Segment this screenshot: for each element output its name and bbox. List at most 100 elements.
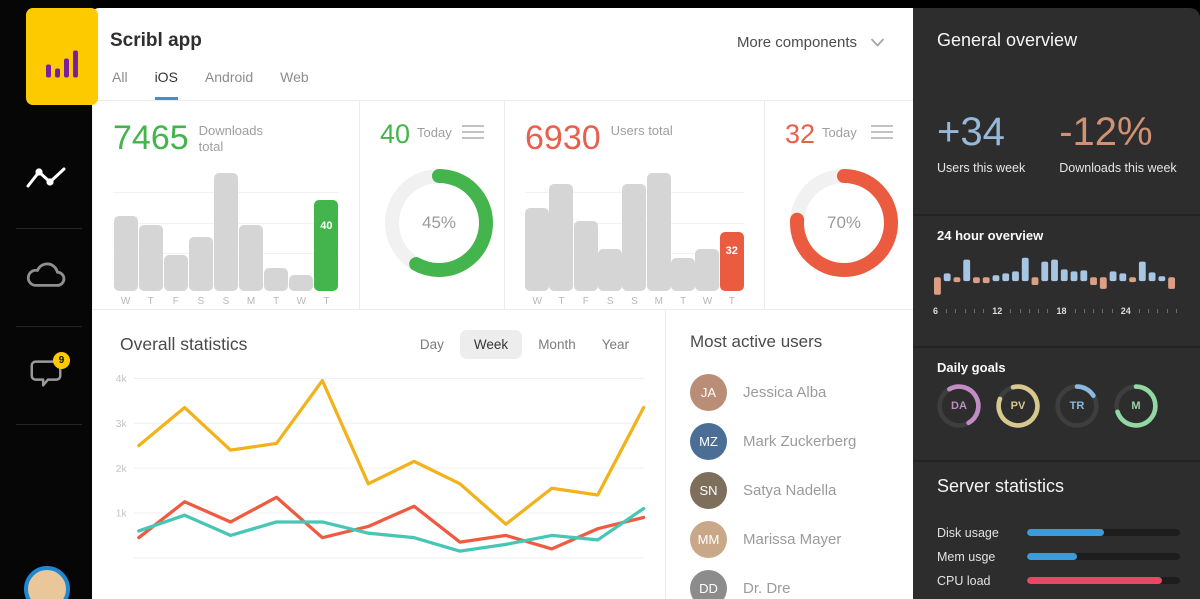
- panel-divider: [913, 214, 1200, 216]
- user-name: Marissa Mayer: [743, 531, 842, 548]
- list-item-user[interactable]: DD Dr. Dre: [690, 570, 889, 599]
- daily-goal-tr: TR: [1053, 382, 1101, 430]
- server-statistics-title: Server statistics: [937, 476, 1065, 496]
- users-progress-percent: 70%: [826, 213, 862, 232]
- general-overview-panel: General overview +34 Users this week -12…: [913, 8, 1200, 599]
- more-components-label: More components: [736, 34, 857, 51]
- general-overview-title: General overview: [937, 30, 1078, 50]
- avatar: MM: [690, 521, 727, 558]
- avatar: SN: [690, 472, 727, 509]
- bar-W: W: [113, 173, 138, 307]
- bar-T: T: [549, 173, 574, 307]
- avatar: DD: [690, 570, 727, 599]
- users-bar-chart: W T F S S M T W 32 T: [525, 173, 744, 307]
- hour-overview-chart: 6 12 18 24: [933, 246, 1177, 317]
- daily-goal-pv: PV: [994, 382, 1042, 430]
- sidebar-nav: 9: [0, 130, 92, 425]
- downloads-progress-donut: 45%: [380, 164, 498, 282]
- bar-S: S: [598, 173, 623, 307]
- tab-all[interactable]: All: [112, 69, 128, 85]
- panel-divider: [913, 346, 1200, 348]
- weekly-stats: +34 Users this week -12% Downloads this …: [937, 110, 1184, 175]
- users-progress-donut: 70%: [785, 164, 903, 282]
- bottom-row: Overall statistics Day Week Month Year 4…: [92, 310, 913, 599]
- overall-statistics-title: Overall statistics: [120, 334, 248, 354]
- overall-statistics-card: Overall statistics Day Week Month Year 4…: [92, 310, 665, 599]
- daily-goals-title: Daily goals: [937, 360, 1006, 375]
- panel-divider: [913, 460, 1200, 462]
- downloads-today-value: 40: [380, 119, 411, 149]
- downloads-total-value: 7465: [113, 119, 189, 157]
- activity-chart-icon: [26, 163, 66, 196]
- tab-android[interactable]: Android: [204, 69, 254, 85]
- range-tab-month[interactable]: Month: [538, 337, 576, 352]
- downloads-this-week: -12% Downloads this week: [1059, 110, 1176, 175]
- page-title: Scribl app: [110, 30, 202, 51]
- users-card: 6930 Users total W T F S S M T W 32 T: [505, 101, 765, 309]
- avatar: JA: [690, 374, 727, 411]
- hamburger-menu-icon[interactable]: [462, 125, 484, 143]
- hamburger-menu-icon[interactable]: [871, 125, 893, 143]
- daily-goal-da: DA: [935, 382, 983, 430]
- range-tab-year[interactable]: Year: [601, 337, 629, 352]
- sidebar-item-messages[interactable]: 9: [0, 326, 92, 424]
- users-today-card: 32 Today 70%: [765, 101, 913, 309]
- users-week-value: +34: [937, 110, 1005, 154]
- bar-chart-logo-icon: [46, 50, 78, 77]
- range-tab-week[interactable]: Week: [459, 330, 523, 359]
- user-name: Dr. Dre: [743, 580, 791, 597]
- downloads-progress-percent: 45%: [421, 213, 457, 232]
- chevron-down-icon: [870, 38, 885, 47]
- list-item-user[interactable]: MZ Mark Zuckerberg: [690, 423, 889, 460]
- cloud-icon: [23, 258, 69, 297]
- list-item-user[interactable]: JA Jessica Alba: [690, 374, 889, 411]
- message-count-badge: 9: [53, 352, 70, 369]
- svg-text:4k: 4k: [116, 374, 128, 385]
- bar-T: 40 T: [314, 173, 339, 307]
- downloads-today-card: 40 Today 45%: [360, 101, 505, 309]
- downloads-week-value: -12%: [1059, 110, 1153, 154]
- bar-F: F: [163, 173, 188, 307]
- platform-tabs: All iOS Android Web: [112, 69, 336, 100]
- bar-W: W: [525, 173, 550, 307]
- sidebar-divider: [16, 228, 82, 229]
- users-week-label: Users this week: [937, 161, 1026, 175]
- server-stat-cpu-load: CPU load: [937, 574, 1180, 588]
- app-logo[interactable]: [26, 8, 98, 105]
- more-components-dropdown[interactable]: More components: [737, 34, 885, 51]
- downloads-bar-chart: W T F S S M T W 40 T: [113, 173, 339, 307]
- sidebar-item-cloud[interactable]: [0, 228, 92, 326]
- users-today-value: 32: [785, 119, 816, 149]
- svg-text:1k: 1k: [116, 509, 128, 520]
- bar-T: T: [138, 173, 163, 307]
- main-content: Scribl app More components All iOS Andro…: [92, 8, 913, 599]
- user-list: JA Jessica Alba MZ Mark Zuckerberg SN Sa…: [690, 374, 889, 599]
- range-tab-day[interactable]: Day: [419, 337, 444, 352]
- bar-T: T: [671, 173, 696, 307]
- overall-statistics-line-chart: 4k 3k 2k 1k: [106, 369, 653, 567]
- sidebar-divider: [16, 326, 82, 327]
- avatar: MZ: [690, 423, 727, 460]
- list-item-user[interactable]: SN Satya Nadella: [690, 472, 889, 509]
- app-header: Scribl app More components All iOS Andro…: [92, 8, 913, 100]
- daily-goals-rings: DA PV TR M: [935, 382, 1160, 430]
- list-item-user[interactable]: MM Marissa Mayer: [690, 521, 889, 558]
- daily-goal-m: M: [1112, 382, 1160, 430]
- sidebar-item-activity[interactable]: [0, 130, 92, 228]
- server-stat-disk-usage: Disk usage: [937, 526, 1180, 540]
- bar-S: S: [213, 173, 238, 307]
- range-tabs: Day Week Month Year: [410, 330, 639, 359]
- server-stat-mem-usge: Mem usge: [937, 550, 1180, 564]
- bar-W: W: [695, 173, 720, 307]
- user-name: Mark Zuckerberg: [743, 433, 857, 450]
- hour-axis: 6 12 18 24: [933, 305, 1177, 317]
- tab-web[interactable]: Web: [280, 69, 309, 85]
- tab-ios[interactable]: iOS: [154, 69, 178, 100]
- users-today-label: Today: [822, 125, 857, 140]
- downloads-total-label: Downloads total: [198, 123, 263, 154]
- bar-T: T: [264, 173, 289, 307]
- bar-W: W: [289, 173, 314, 307]
- sidebar-user-avatar[interactable]: [24, 566, 70, 599]
- svg-text:2k: 2k: [116, 464, 128, 475]
